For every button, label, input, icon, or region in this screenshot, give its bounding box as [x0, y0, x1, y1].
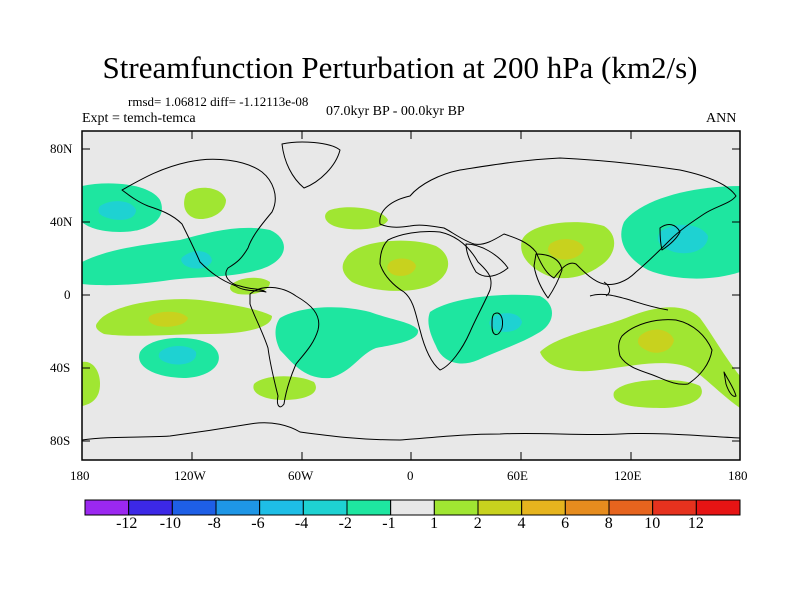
colorbar-box	[695, 499, 741, 516]
colorbar-label: 8	[604, 515, 613, 532]
plot-title: Streamfunction Perturbation at 200 hPa (…	[102, 50, 698, 85]
colorbar-box	[477, 499, 523, 516]
lon-label-180e: 180	[728, 468, 748, 483]
colorbar-box	[259, 499, 304, 516]
coast-arabia	[465, 243, 509, 277]
coast-madagascar	[491, 312, 503, 335]
contour-core-australia	[638, 329, 674, 353]
contour-core-south-pacific	[158, 346, 197, 365]
colorbar-label: 2	[473, 515, 482, 532]
contour-fill-layer	[82, 183, 740, 408]
stats-text: rmsd= 1.06812 diff= -1.12113e-08	[128, 94, 309, 109]
contour-pos-sw-pacific-edge	[82, 361, 100, 406]
coast-greenland	[281, 141, 341, 189]
map-background	[82, 131, 740, 460]
colorbar-box	[84, 499, 130, 516]
colorbar-box	[346, 499, 392, 516]
colorbar-box	[215, 499, 261, 516]
lat-label-80n: 80N	[50, 141, 73, 156]
contour-core-nw-pacific	[657, 224, 708, 254]
colorbar-label: -6	[251, 515, 265, 532]
lon-label-120e: 120E	[614, 468, 642, 483]
contour-pos-australia	[540, 307, 740, 408]
coast-europe-asia	[379, 157, 737, 285]
colorbar-label: 6	[561, 515, 570, 532]
colorbar-label: -4	[294, 515, 309, 532]
colorbar-label: -8	[207, 515, 221, 532]
contour-neg-east-north-america	[234, 229, 272, 257]
coast-india	[533, 253, 563, 299]
colorbar-box	[652, 499, 697, 516]
lon-label-60w: 60W	[288, 468, 314, 483]
colorbar-label: -10	[159, 515, 182, 532]
colorbar-label: -1	[382, 515, 396, 532]
colorbar-box	[608, 499, 654, 516]
contour-neg-south-atlantic	[275, 307, 419, 379]
contour-neg-central-america-band	[82, 227, 284, 286]
colorbar-box	[390, 499, 435, 516]
colorbar-box	[171, 499, 217, 516]
coast-africa	[379, 231, 492, 371]
contour-pos-atlantic-arc	[325, 207, 388, 230]
contour-core-se-pacific	[148, 311, 188, 327]
season-label: ANN	[706, 111, 737, 126]
colorbar-label: -12	[116, 515, 138, 532]
lon-label-60e: 60E	[507, 468, 528, 483]
contour-core-indian-ocean	[489, 313, 522, 332]
coast-japan	[659, 224, 681, 251]
lon-label-120w: 120W	[174, 468, 206, 483]
lon-label-180w: 180	[70, 468, 90, 483]
coast-se-asia-islands	[589, 281, 669, 311]
contour-core-north-pacific	[98, 201, 136, 220]
contour-pos-nw-america	[184, 187, 226, 220]
coast-north-america	[121, 158, 276, 293]
contour-pos-southern-ocean-au	[613, 379, 702, 408]
period-label: 07.0kyr BP - 00.0kyr BP	[326, 104, 465, 119]
lat-label-40s: 40S	[50, 360, 71, 375]
contour-pos-southern-ocean-sa	[253, 376, 316, 400]
colorbar	[84, 499, 741, 516]
colorbar-box	[302, 499, 348, 516]
contour-neg-indian-ocean	[428, 294, 552, 364]
experiment-label: Expt = temch-temca	[82, 111, 196, 126]
colorbar-box	[521, 499, 566, 516]
colorbar-label: 12	[687, 515, 704, 532]
coast-antarctica	[82, 422, 740, 441]
colorbar-label: 4	[517, 515, 526, 532]
contour-core-central-america	[181, 251, 212, 269]
coast-australia	[618, 319, 713, 385]
contour-core-north-africa	[387, 258, 416, 276]
lon-label-0: 0	[407, 468, 414, 483]
colorbar-box	[433, 499, 479, 516]
colorbar-label: 10	[644, 515, 661, 532]
lat-label-0: 0	[64, 287, 71, 302]
contour-core-south-asia	[548, 239, 584, 260]
lat-label-40n: 40N	[50, 214, 73, 229]
colorbar-label: 1	[430, 515, 439, 532]
coastlines	[82, 141, 740, 441]
coast-new-zealand	[723, 371, 737, 397]
colorbar-box	[128, 499, 173, 516]
lon-ticks	[81, 131, 741, 460]
colorbar-box	[564, 499, 610, 516]
colorbar-label: -2	[338, 515, 352, 532]
lat-label-80s: 80S	[50, 433, 71, 448]
lat-ticks	[82, 148, 740, 442]
coast-south-america	[249, 287, 320, 408]
